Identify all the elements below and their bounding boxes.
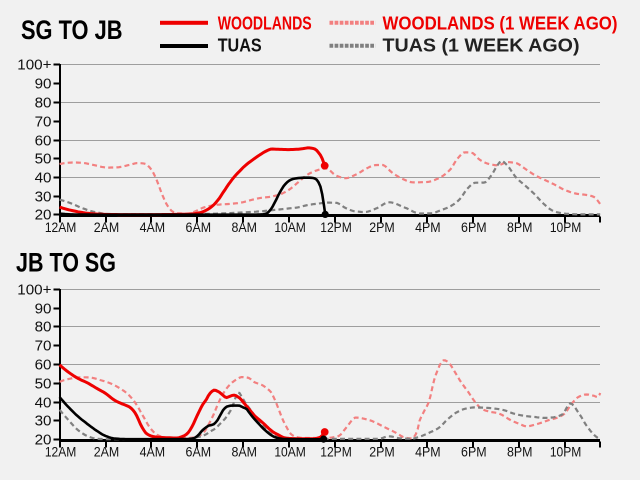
svg-text:8AM: 8AM	[231, 445, 257, 461]
svg-text:40: 40	[35, 169, 52, 186]
svg-text:2PM: 2PM	[369, 220, 395, 236]
svg-text:WOODLANDS: WOODLANDS	[218, 13, 312, 33]
svg-text:6PM: 6PM	[461, 445, 487, 461]
svg-text:TUAS: TUAS	[218, 36, 262, 56]
svg-text:50: 50	[35, 375, 52, 392]
svg-text:70: 70	[35, 337, 52, 354]
svg-text:4PM: 4PM	[415, 445, 441, 461]
svg-text:8PM: 8PM	[507, 445, 533, 461]
svg-text:90: 90	[35, 75, 52, 92]
svg-text:12PM: 12PM	[320, 220, 352, 236]
svg-text:30: 30	[35, 412, 52, 429]
svg-text:80: 80	[35, 94, 52, 111]
svg-text:10PM: 10PM	[550, 220, 582, 236]
svg-text:80: 80	[35, 318, 52, 335]
svg-text:WOODLANDS (1 WEEK AGO): WOODLANDS (1 WEEK AGO)	[383, 13, 618, 33]
svg-text:JB TO SG: JB TO SG	[16, 247, 116, 277]
svg-text:20: 20	[35, 431, 52, 448]
svg-text:20: 20	[35, 206, 52, 223]
svg-text:6PM: 6PM	[461, 220, 487, 236]
svg-text:12AM: 12AM	[45, 220, 77, 236]
svg-text:6AM: 6AM	[186, 445, 212, 461]
svg-text:12AM: 12AM	[45, 445, 77, 461]
svg-text:2PM: 2PM	[369, 445, 395, 461]
svg-text:70: 70	[35, 113, 52, 130]
svg-text:100+: 100+	[17, 281, 51, 298]
svg-text:60: 60	[35, 356, 52, 373]
svg-text:90: 90	[35, 300, 52, 317]
svg-text:2AM: 2AM	[94, 220, 120, 236]
svg-text:30: 30	[35, 188, 52, 205]
svg-text:10AM: 10AM	[274, 220, 306, 236]
svg-text:4PM: 4PM	[415, 220, 441, 236]
svg-text:4AM: 4AM	[140, 445, 166, 461]
svg-text:TUAS (1 WEEK AGO): TUAS (1 WEEK AGO)	[383, 36, 580, 56]
svg-text:100+: 100+	[17, 56, 51, 73]
svg-text:6AM: 6AM	[186, 220, 212, 236]
svg-text:8PM: 8PM	[507, 220, 533, 236]
svg-text:50: 50	[35, 150, 52, 167]
svg-text:SG TO JB: SG TO JB	[21, 15, 123, 45]
svg-text:8AM: 8AM	[231, 220, 257, 236]
svg-text:4AM: 4AM	[140, 220, 166, 236]
svg-text:60: 60	[35, 132, 52, 149]
svg-text:10PM: 10PM	[550, 445, 582, 461]
svg-text:2AM: 2AM	[94, 445, 120, 461]
svg-text:40: 40	[35, 394, 52, 411]
svg-text:10AM: 10AM	[274, 445, 306, 461]
svg-text:12PM: 12PM	[320, 445, 352, 461]
